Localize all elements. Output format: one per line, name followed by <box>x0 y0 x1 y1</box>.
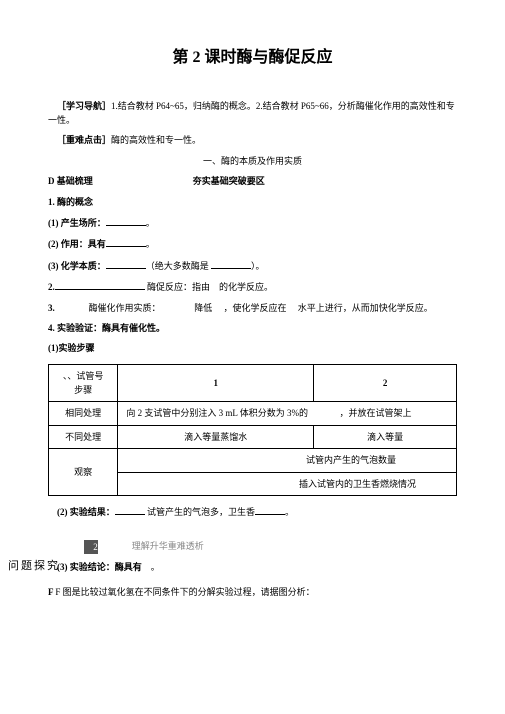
blank <box>255 504 285 515</box>
blank <box>106 258 146 269</box>
table-row: 、、试管号 步骤 1 2 <box>49 364 457 402</box>
number-box-icon: 2 <box>84 540 98 554</box>
p1: 1. 酶的概念 <box>48 195 457 209</box>
p6: (3) 实验结论：酶具有 。 <box>48 560 457 574</box>
p1c: (3) 化学本质：（绝大多数酶是 ）。 <box>48 258 457 273</box>
p1a: (1) 产生场所：。 <box>48 215 457 230</box>
table-row: 不同处理 滴入等量蒸馏水 滴入等量 <box>49 425 457 448</box>
p4: 4. 实验验证：酶具有催化性。 <box>48 321 457 335</box>
p5: (2) 实验结果： 试管产生的气泡多，卫生香。 <box>48 504 457 519</box>
cell: 向 2 支试管中分别注入 3 mL 体积分数为 3%的 ，并放在试管架上 <box>118 402 457 425</box>
table-row: 观察 试管内产生的气泡数量 <box>49 449 457 472</box>
cell: 2 <box>314 364 457 402</box>
p2: 2. 酶促反应：指由 的化学反应。 <box>48 279 457 294</box>
cell: 滴入等量蒸馏水 <box>118 425 314 448</box>
cell: 相同处理 <box>49 402 118 425</box>
blank <box>211 258 251 269</box>
blank <box>106 236 146 247</box>
key-para: ［重难点击］酶的高效性和专一性。 <box>48 133 457 147</box>
base-label: D 基础梳理 <box>48 174 93 188</box>
box-row: 2 理解升华重难透析 <box>48 539 457 554</box>
blank <box>55 279 145 290</box>
p3: 3. 酶催化作用实质： 降低 ，使化学反应在 水平上进行，从而加快化学反应。 <box>48 301 457 315</box>
cell: 插入试管内的卫生香燃烧情况 <box>118 472 457 495</box>
cell: 试管内产生的气泡数量 <box>118 449 457 472</box>
blank <box>115 504 145 515</box>
key-text: 酶的高效性和专一性。 <box>111 135 201 145</box>
cell: 观察 <box>49 449 118 496</box>
side-label: 问题探究 <box>8 558 60 576</box>
pF: F F 图是比较过氧化氢在不同条件下的分解实验过程，请据图分析： <box>48 585 457 599</box>
experiment-table: 、、试管号 步骤 1 2 相同处理 向 2 支试管中分别注入 3 mL 体积分数… <box>48 364 457 496</box>
base-sub: 夯实基础突破要区 <box>193 174 265 188</box>
blank <box>106 215 146 226</box>
box-text: 理解升华重难透析 <box>132 541 204 551</box>
guide-para: ［学习导航］1.结合教材 P64~65，归纳酶的概念。2.结合教材 P65~66… <box>48 99 457 128</box>
p4s: (1)实验步骤 <box>48 341 457 355</box>
table-row: 相同处理 向 2 支试管中分别注入 3 mL 体积分数为 3%的 ，并放在试管架… <box>49 402 457 425</box>
cell: 不同处理 <box>49 425 118 448</box>
base-heading: D 基础梳理 夯实基础突破要区 <box>48 174 457 188</box>
key-label: ［重难点击］ <box>57 135 111 145</box>
cell: 、、试管号 步骤 <box>49 364 118 402</box>
guide-label: ［学习导航］ <box>57 101 111 111</box>
section-a: 一、酶的本质及作用实质 <box>48 154 457 168</box>
page-title: 第 2 课时酶与酶促反应 <box>48 45 457 71</box>
cell: 滴入等量 <box>314 425 457 448</box>
p1b: (2) 作用：具有。 <box>48 236 457 251</box>
cell: 1 <box>118 364 314 402</box>
